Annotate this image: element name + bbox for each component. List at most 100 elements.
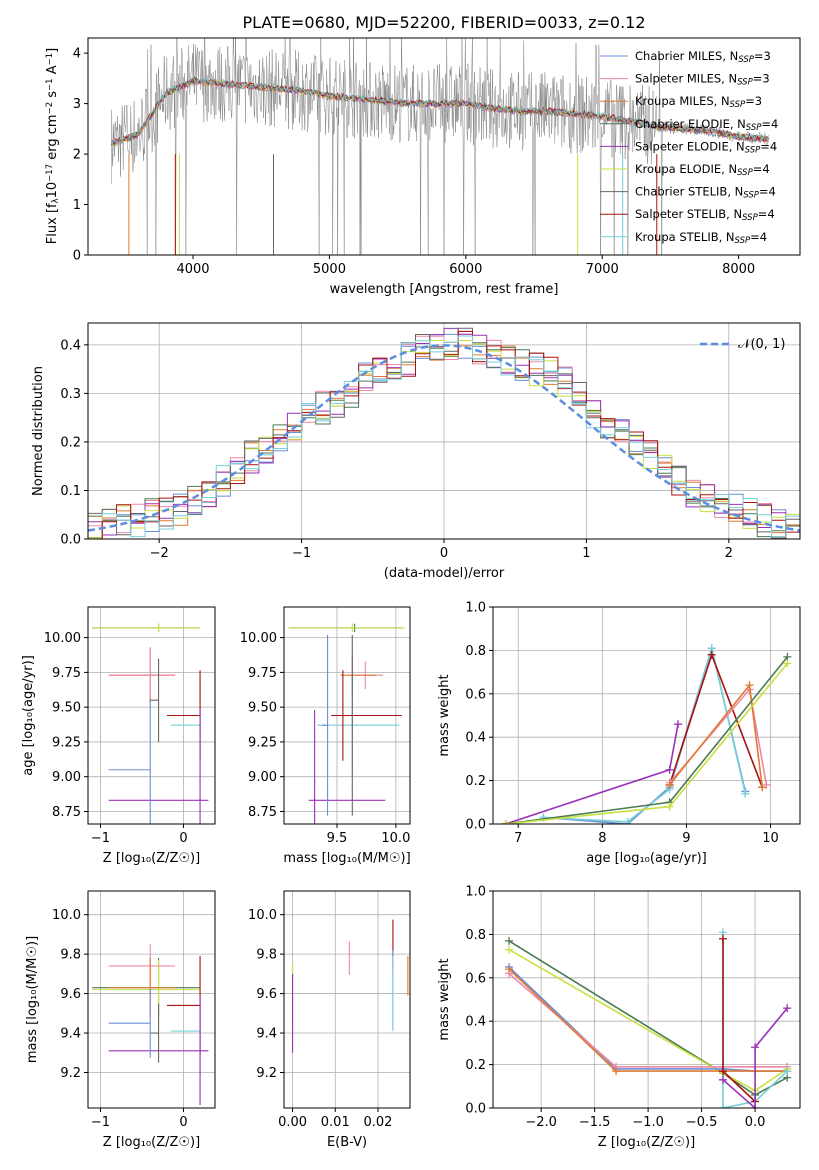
x-tick-label: −2.0 xyxy=(525,1115,557,1130)
weight-line xyxy=(543,645,747,824)
x-tick-label: −1.5 xyxy=(579,1115,611,1130)
y-tick-label: 0.3 xyxy=(60,387,81,402)
y-tick-label: 8.75 xyxy=(248,805,277,820)
legend-text: Salpeter STELIB, N xyxy=(635,207,742,221)
weight-marker xyxy=(758,783,767,792)
legend-sub: SSP xyxy=(738,55,754,65)
x-tick-label: 10.0 xyxy=(381,831,410,846)
plot-area-mass-vs-ebv xyxy=(291,919,409,1053)
weight-marker xyxy=(623,817,632,824)
y-axis-label: mass weight xyxy=(437,958,452,1040)
figure-title: PLATE=0680, MJD=52200, FIBERID=0033, z=0… xyxy=(242,13,645,32)
y-tick-label: 9.25 xyxy=(52,735,81,750)
weight-marker xyxy=(665,780,674,789)
y-tick-label: 9.75 xyxy=(52,666,81,681)
x-tick-label: 4000 xyxy=(176,262,209,277)
y-tick-label: 9.75 xyxy=(248,666,277,681)
x-axis-label: Z [log₁₀(Z/Z☉)] xyxy=(598,1135,695,1150)
y-tick-label: 8.75 xyxy=(52,805,81,820)
y-tick-label: 0.0 xyxy=(465,1102,486,1117)
x-axis-label: Z [log₁₀(Z/Z☉)] xyxy=(103,851,200,866)
x-axis-label: mass [log₁₀(M/M☉)] xyxy=(283,851,410,866)
x-tick-label: 10 xyxy=(762,831,779,846)
x-axis-label: wavelength [Angstrom, rest frame] xyxy=(330,282,559,297)
axes-age-vs-mass: 9.5 10.0 8.75 9.00 9.25 9.50 9.75 10.00 mass [lo… xyxy=(240,606,411,866)
legend-value: =4 xyxy=(759,185,776,199)
label-part: Flux [f xyxy=(45,203,60,244)
y-axis-label: Normed distribution xyxy=(31,366,46,496)
axes-frame xyxy=(87,37,801,256)
x-tick-label: 0.0 xyxy=(745,1115,766,1130)
plot-area-age-vs-Z xyxy=(92,623,209,824)
weight-marker xyxy=(674,720,683,729)
y-axis-label: mass weight xyxy=(437,674,452,756)
axes-mass-vs-ebv: 0.00 0.01 0.02 9.2 9.4 9.6 9.8 10.0 E(B-V) xyxy=(248,890,411,1150)
legend-text: Kroupa MILES, N xyxy=(635,94,730,108)
y-tick-label: 0.1 xyxy=(60,484,81,499)
plot-area-residuals xyxy=(88,327,800,539)
legend-label: 𝒩(0, 1) xyxy=(738,337,785,352)
y-tick-label: 9.25 xyxy=(248,735,277,750)
weight-marker xyxy=(718,934,727,943)
legend-label: Kroupa STELIB, NSSP=4 xyxy=(635,230,767,246)
weight-marker xyxy=(783,1004,792,1013)
weight-marker xyxy=(751,1104,760,1108)
y-tick-label: 9.4 xyxy=(256,1027,277,1042)
y-tick-label: 9.50 xyxy=(248,701,277,716)
label-part: −1 xyxy=(45,53,55,66)
label-part: 10 xyxy=(45,182,60,199)
y-tick-label: 9.2 xyxy=(60,1066,81,1081)
legend-sub: SSP xyxy=(737,78,753,88)
y-tick-label: 0.6 xyxy=(465,687,486,702)
axes-spectrum: 4000 5000 6000 7000 8000 0 1 2 3 4 wavelength [Ang… xyxy=(45,37,801,297)
weight-marker xyxy=(505,945,514,954)
legend-value: =4 xyxy=(758,207,775,221)
legend-text: Salpeter MILES, N xyxy=(635,72,737,86)
x-tick-label: 0.01 xyxy=(321,1115,350,1130)
weight-marker xyxy=(505,965,514,974)
legend-text: Salpeter ELODIE, N xyxy=(635,139,745,153)
y-tick-label: 9.00 xyxy=(248,770,277,785)
axes-age-vs-Z: −1 0 8.75 9.00 9.25 9.50 9.75 10.00 Z [log₁₀(Z/Z… xyxy=(21,606,216,866)
y-tick-label: 9.4 xyxy=(60,1027,81,1042)
x-tick-label: −1.0 xyxy=(632,1115,664,1130)
y-tick-label: 9.00 xyxy=(52,770,81,785)
axes-mass-vs-Z: −1 0 9.2 9.4 9.6 9.8 10.0 Z [log₁₀(Z/Z☉)] mass [… xyxy=(25,890,216,1150)
y-tick-label: 0 xyxy=(73,249,81,264)
x-tick-label: 5000 xyxy=(313,262,346,277)
legend-value: =4 xyxy=(750,230,767,244)
model-spectrum-9 xyxy=(110,76,770,145)
y-tick-label: 9.2 xyxy=(256,1066,277,1081)
axes-weight-vs-age: 7 8 9 10 0.0 0.2 0.4 0.6 0.8 1.0 age [log₁₀(age/yr… xyxy=(437,601,801,866)
label-part: −1 xyxy=(45,78,55,91)
x-tick-label: −1 xyxy=(91,1115,110,1130)
legend-text: Chabrier ELODIE, N xyxy=(635,117,746,131)
weight-marker xyxy=(612,1067,621,1076)
x-tick-label: 8 xyxy=(598,831,606,846)
legend-sub: SSP xyxy=(737,168,753,178)
axes-frame xyxy=(87,890,216,1109)
x-tick-label: 7 xyxy=(514,831,522,846)
legend-label: Salpeter ELODIE, NSSP=4 xyxy=(635,139,777,155)
legend-label: Kroupa ELODIE, NSSP=4 xyxy=(635,162,770,178)
x-axis-label: E(B-V) xyxy=(327,1135,367,1150)
label-part: erg cm xyxy=(45,114,60,163)
weight-line xyxy=(543,645,747,823)
weight-marker xyxy=(751,1043,760,1052)
observed-spectrum xyxy=(110,38,769,255)
weight-marker xyxy=(783,659,792,668)
weight-marker xyxy=(665,802,674,811)
y-tick-label: 4 xyxy=(73,47,81,62)
x-tick-label: 9 xyxy=(682,831,690,846)
legend-sub: SSP xyxy=(742,213,758,223)
y-tick-label: 0.8 xyxy=(465,928,486,943)
legend-label: Salpeter MILES, NSSP=3 xyxy=(635,72,770,88)
y-tick-label: 0.0 xyxy=(465,818,486,833)
y-tick-label: 9.8 xyxy=(60,948,81,963)
x-tick-label: −1 xyxy=(91,831,110,846)
weight-line xyxy=(508,948,788,1092)
x-axis-label: age [log₁₀(age/yr)] xyxy=(586,851,707,866)
legend-sub: SSP xyxy=(730,100,746,110)
y-tick-label: 10.0 xyxy=(52,908,81,923)
y-tick-label: 9.50 xyxy=(52,701,81,716)
